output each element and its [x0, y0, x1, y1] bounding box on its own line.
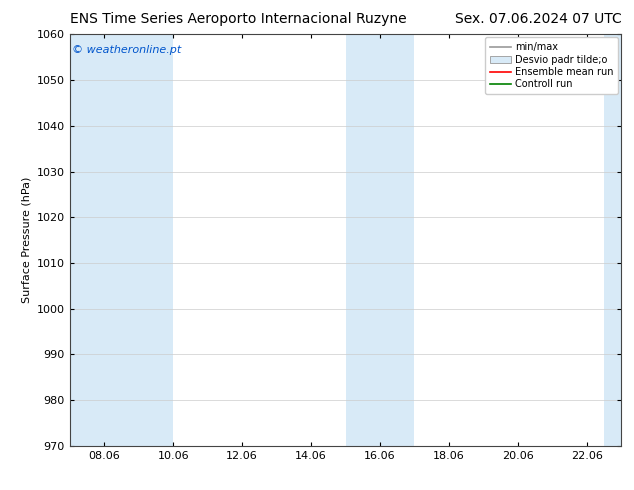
Text: © weatheronline.pt: © weatheronline.pt: [72, 45, 182, 54]
Bar: [122, 34, 173, 446]
Bar: [70, 34, 122, 446]
Bar: [380, 34, 415, 446]
Text: Sex. 07.06.2024 07 UTC: Sex. 07.06.2024 07 UTC: [455, 12, 621, 26]
Bar: [346, 34, 380, 446]
Bar: [604, 34, 621, 446]
Text: ENS Time Series Aeroporto Internacional Ruzyne: ENS Time Series Aeroporto Internacional …: [70, 12, 406, 26]
Y-axis label: Surface Pressure (hPa): Surface Pressure (hPa): [21, 177, 31, 303]
Legend: min/max, Desvio padr tilde;o, Ensemble mean run, Controll run: min/max, Desvio padr tilde;o, Ensemble m…: [485, 37, 618, 94]
